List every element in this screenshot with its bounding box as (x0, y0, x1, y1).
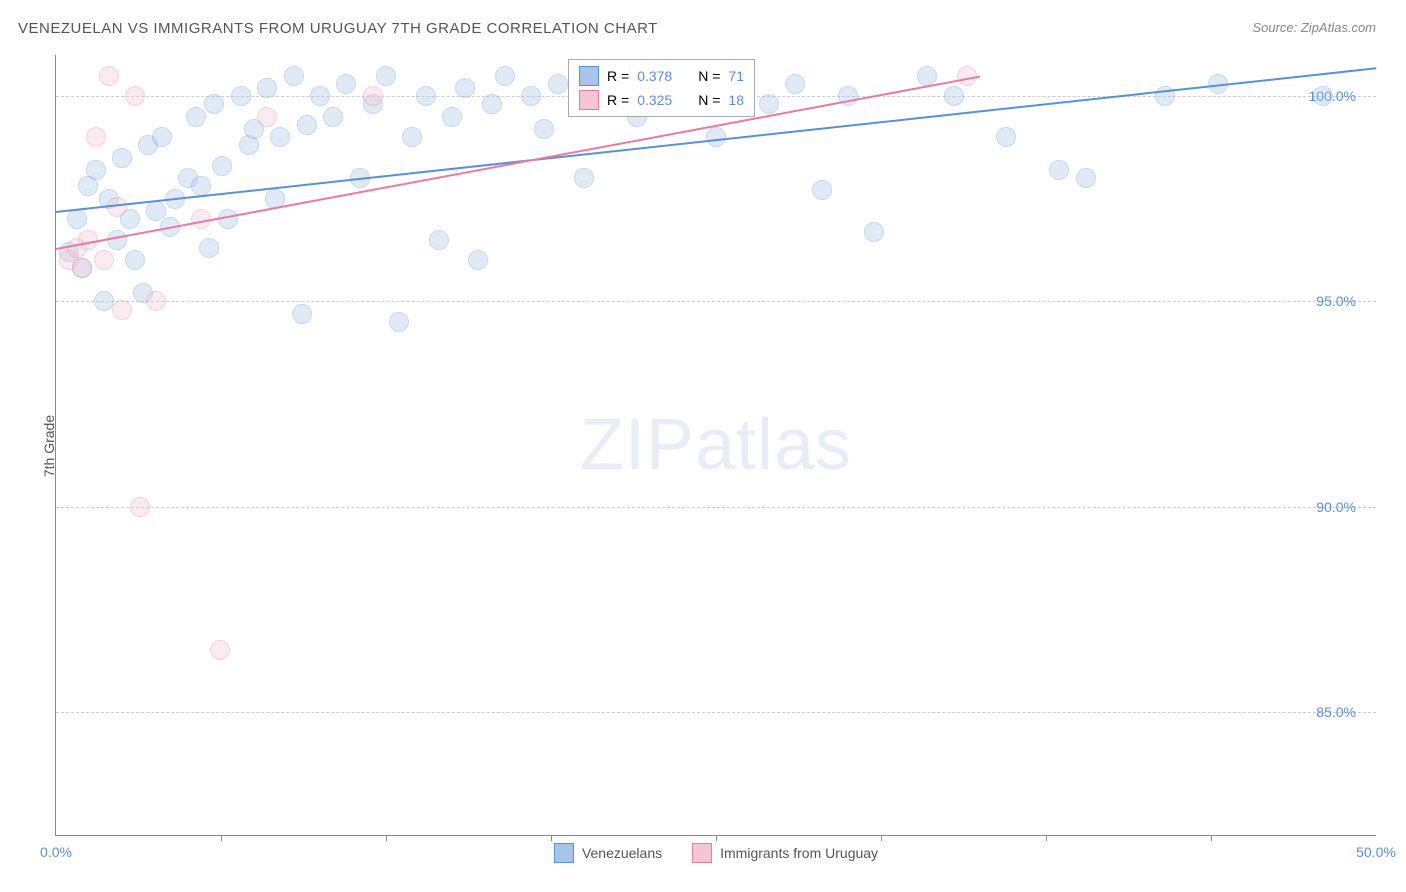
scatter-point (521, 86, 541, 106)
scatter-point (231, 86, 251, 106)
scatter-point (812, 180, 832, 200)
x-tick (386, 835, 387, 841)
legend-swatch-uruguay (579, 90, 599, 110)
watermark: ZIPatlas (580, 404, 852, 486)
scatter-point (389, 312, 409, 332)
scatter-point (442, 107, 462, 127)
scatter-point (534, 119, 554, 139)
trend-line (56, 76, 980, 250)
scatter-point (257, 78, 277, 98)
legend-item-venezuelans: Venezuelans (554, 843, 662, 863)
gridline-h (56, 507, 1376, 508)
scatter-point (759, 94, 779, 114)
watermark-atlas: atlas (695, 405, 852, 485)
scatter-point (186, 107, 206, 127)
scatter-point (125, 86, 145, 106)
scatter-point (99, 66, 119, 86)
n-value-venezuelans: 71 (728, 68, 744, 84)
scatter-point (482, 94, 502, 114)
scatter-point (1313, 86, 1333, 106)
scatter-point (957, 66, 977, 86)
scatter-point (112, 300, 132, 320)
y-tick-label: 85.0% (1316, 704, 1356, 720)
scatter-point (212, 156, 232, 176)
scatter-point (429, 230, 449, 250)
gridline-h (56, 712, 1376, 713)
n-label: N = (698, 92, 720, 108)
y-tick-label: 90.0% (1316, 499, 1356, 515)
x-tick (1211, 835, 1212, 841)
n-label: N = (698, 68, 720, 84)
scatter-point (199, 238, 219, 258)
legend-row-venezuelans: R = 0.378 N = 71 (579, 64, 744, 88)
scatter-point (292, 304, 312, 324)
scatter-point (67, 209, 87, 229)
scatter-point (94, 250, 114, 270)
legend-label-uruguay: Immigrants from Uruguay (720, 845, 878, 861)
x-tick (881, 835, 882, 841)
scatter-point (130, 497, 150, 517)
x-tick-label: 0.0% (40, 844, 72, 860)
scatter-point (468, 250, 488, 270)
legend-swatch-uruguay-bottom (692, 843, 712, 863)
scatter-point (376, 66, 396, 86)
scatter-point (944, 86, 964, 106)
r-label: R = (607, 68, 629, 84)
chart-title: VENEZUELAN VS IMMIGRANTS FROM URUGUAY 7T… (18, 20, 658, 37)
scatter-point (125, 250, 145, 270)
scatter-point (416, 86, 436, 106)
legend-row-uruguay: R = 0.325 N = 18 (579, 88, 744, 112)
scatter-point (257, 107, 277, 127)
legend-swatch-venezuelans-bottom (554, 843, 574, 863)
scatter-point (1076, 168, 1096, 188)
scatter-point (574, 168, 594, 188)
x-tick (221, 835, 222, 841)
scatter-point (152, 127, 172, 147)
x-tick (716, 835, 717, 841)
r-value-venezuelans: 0.378 (637, 68, 672, 84)
plot-area: ZIPatlas 85.0%90.0%95.0%100.0%0.0%50.0% … (55, 55, 1376, 836)
r-label: R = (607, 92, 629, 108)
scatter-point (455, 78, 475, 98)
scatter-point (86, 127, 106, 147)
scatter-point (336, 74, 356, 94)
x-tick (1046, 835, 1047, 841)
scatter-point (323, 107, 343, 127)
scatter-point (72, 258, 92, 278)
scatter-point (146, 291, 166, 311)
scatter-point (210, 640, 230, 660)
r-value-uruguay: 0.325 (637, 92, 672, 108)
scatter-point (996, 127, 1016, 147)
scatter-point (204, 94, 224, 114)
scatter-point (402, 127, 422, 147)
legend-label-venezuelans: Venezuelans (582, 845, 662, 861)
x-tick-label: 50.0% (1356, 844, 1396, 860)
scatter-point (495, 66, 515, 86)
scatter-point (86, 160, 106, 180)
scatter-point (270, 127, 290, 147)
n-value-uruguay: 18 (728, 92, 744, 108)
watermark-zip: ZIP (580, 405, 695, 485)
scatter-point (363, 86, 383, 106)
legend-item-uruguay: Immigrants from Uruguay (692, 843, 878, 863)
scatter-point (94, 291, 114, 311)
scatter-point (310, 86, 330, 106)
correlation-legend: R = 0.378 N = 71 R = 0.325 N = 18 (568, 59, 755, 117)
x-tick (551, 835, 552, 841)
scatter-point (548, 74, 568, 94)
scatter-point (1049, 160, 1069, 180)
scatter-point (864, 222, 884, 242)
gridline-h (56, 301, 1376, 302)
scatter-point (706, 127, 726, 147)
scatter-point (284, 66, 304, 86)
legend-swatch-venezuelans (579, 66, 599, 86)
scatter-point (112, 148, 132, 168)
source-attribution: Source: ZipAtlas.com (1252, 20, 1376, 35)
scatter-point (297, 115, 317, 135)
series-legend: Venezuelans Immigrants from Uruguay (554, 843, 878, 863)
scatter-point (917, 66, 937, 86)
y-tick-label: 95.0% (1316, 293, 1356, 309)
scatter-point (785, 74, 805, 94)
